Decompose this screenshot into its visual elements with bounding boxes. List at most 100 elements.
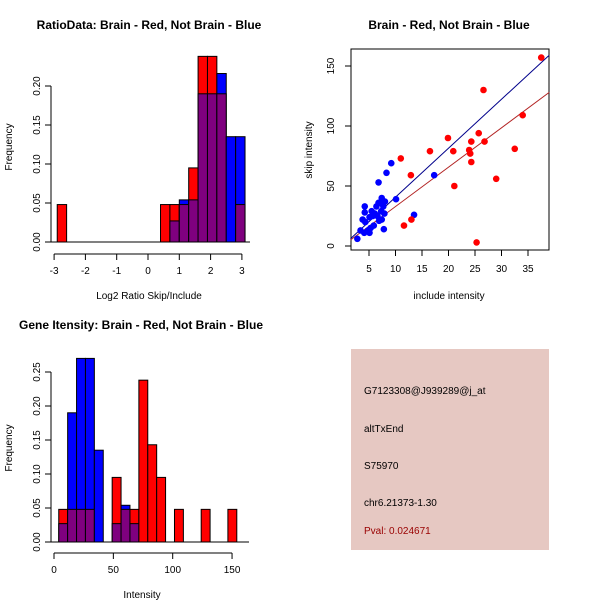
scatter-point-brain	[407, 171, 415, 179]
scatter-point-brain	[481, 138, 488, 145]
ratio-histogram-bar-overlap	[216, 93, 227, 243]
ratio-histogram-bar-brain	[160, 204, 171, 243]
scatter-x-tick-label: 20	[443, 264, 455, 275]
intensity-histogram-y-tick-label: 0.05	[32, 498, 43, 518]
intensity-histogram-title: Gene Itensity: Brain - Red, Not Brain - …	[19, 318, 263, 332]
intensity-histogram-bar-overlap	[76, 508, 86, 543]
scatter-point-brain	[408, 216, 415, 223]
scatter-y-tick-label: 100	[326, 117, 337, 134]
scatter-point-brain	[492, 175, 500, 183]
ratio-histogram-bar-brain	[56, 204, 68, 243]
scatter-point-not-brain	[366, 229, 373, 237]
scatter-x-tick-label: 35	[522, 264, 534, 275]
intensity-histogram-bar-brain	[156, 476, 167, 543]
scatter-ylabel: skip intensity	[304, 121, 315, 178]
scatter-y-tick-label: 150	[326, 57, 337, 74]
scatter-point-brain	[467, 158, 475, 166]
scatter-x-tick-label: 25	[469, 264, 481, 275]
ratio-histogram-x-tick-label: -2	[81, 266, 90, 277]
scatter-point-not-brain	[378, 216, 386, 223]
ratio-histogram-x-tick-label: -3	[50, 266, 59, 277]
probe-id: G7123308@J939289@j_at	[364, 386, 486, 397]
ratio-histogram-bar-not-brain	[225, 136, 237, 243]
scatter-point-brain	[475, 129, 483, 137]
ratio-histogram-bar-overlap	[169, 220, 180, 243]
scatter-point-not-brain	[392, 195, 400, 203]
scatter-point-brain	[444, 134, 452, 142]
intensity-histogram-bar-overlap	[84, 508, 95, 543]
genomic-location: chr6.21373-1.30	[364, 498, 437, 509]
scatter-y-tick-label: 50	[326, 180, 337, 192]
accession: S75970	[364, 461, 399, 472]
scatter-x-tick-label: 30	[496, 264, 508, 275]
intensity-histogram-ylabel: Frequency	[4, 424, 15, 471]
ratio-histogram-bar-overlap	[178, 204, 190, 243]
ratio-histogram-y-tick-label: 0.05	[32, 193, 43, 213]
ratio-histogram-y-tick-label: 0.10	[32, 154, 43, 174]
ratio-histogram-y-tick-label: 0.00	[32, 232, 43, 252]
ratio-histogram-bar-overlap	[235, 204, 246, 243]
scatter-point-not-brain	[380, 225, 388, 233]
intensity-histogram-y-tick-label: 0.15	[32, 430, 43, 450]
scatter-x-tick-label: 10	[390, 264, 402, 275]
scatter-point-not-brain	[354, 235, 361, 243]
ratio-histogram-x-tick-label: -1	[112, 266, 121, 277]
scatter-plot-box	[350, 48, 550, 251]
scatter-y-tick-label: 0	[326, 243, 337, 249]
scatter-point-not-brain	[361, 218, 369, 226]
intensity-histogram-x-tick-label: 100	[164, 565, 181, 576]
scatter-point-not-brain	[387, 159, 395, 167]
probe-info-panel: G7123308@J939289@j_at altTxEnd S75970 ch…	[351, 349, 549, 550]
intensity-histogram-bar-overlap	[111, 523, 122, 543]
scatter-x-tick-label: 15	[416, 264, 428, 275]
ratio-histogram-bar-overlap	[206, 93, 218, 243]
intensity-histogram-bar-overlap	[120, 508, 131, 543]
ratio-histogram-bar-overlap	[197, 93, 208, 243]
ratio-histogram-ylabel: Frequency	[4, 123, 15, 170]
p-value: Pval: 0.024671	[364, 526, 431, 537]
scatter-point-brain	[397, 155, 405, 162]
ratio-histogram-x-tick-label: 0	[145, 266, 151, 277]
ratio-histogram-x-tick-label: 1	[177, 266, 183, 277]
intensity-histogram-bar-brain	[200, 508, 211, 543]
intensity-histogram-bar-brain	[227, 508, 238, 543]
intensity-histogram-x-tick-label: 150	[224, 565, 241, 576]
ratio-histogram-xlabel: Log2 Ratio Skip/Include	[96, 291, 202, 302]
intensity-histogram-panel: Gene Itensity: Brain - Red, Not Brain - …	[4, 318, 263, 600]
scatter-point-not-brain	[375, 179, 382, 186]
ratio-histogram-title: RatioData: Brain - Red, Not Brain - Blue	[37, 18, 262, 32]
scatter-point-not-brain	[383, 169, 390, 177]
intensity-histogram-bar-brain	[147, 444, 158, 543]
ratio-histogram-x-tick-label: 2	[208, 266, 214, 277]
scatter-xlabel: include intensity	[413, 291, 484, 302]
intensity-histogram-bar-brain	[173, 508, 184, 543]
intensity-histogram-x-tick-label: 50	[108, 565, 120, 576]
intensity-histogram-y-tick-label: 0.20	[32, 396, 43, 416]
intensity-histogram-y-tick-label: 0.10	[32, 464, 43, 484]
intensity-histogram-y-tick-label: 0.25	[32, 362, 43, 382]
intensity-histogram-x-tick-label: 0	[51, 565, 57, 576]
intensity-histogram-bar-not-brain	[93, 449, 104, 543]
intensity-histogram-xlabel: Intensity	[123, 590, 160, 600]
event-type: altTxEnd	[364, 424, 404, 435]
intensity-histogram-bar-overlap	[67, 508, 78, 543]
scatter-panel: Brain - Red, Not Brain - Blue include in…	[304, 18, 550, 302]
scatter-x-tick-label: 5	[366, 264, 372, 275]
scatter-point-brain	[466, 150, 474, 157]
ratio-histogram-panel: RatioData: Brain - Red, Not Brain - Blue…	[4, 18, 262, 302]
scatter-point-not-brain	[381, 210, 388, 217]
scatter-title: Brain - Red, Not Brain - Blue	[368, 18, 530, 32]
ratio-histogram-y-tick-label: 0.15	[32, 115, 43, 135]
scatter-point-not-brain	[361, 203, 369, 210]
scatter-point-brain	[537, 54, 545, 61]
ratio-histogram-y-tick-label: 0.20	[32, 76, 43, 96]
scatter-point-not-brain	[373, 203, 380, 210]
scatter-point-not-brain	[430, 171, 438, 179]
scatter-point-not-brain	[360, 229, 368, 237]
scatter-point-brain	[473, 239, 480, 246]
scatter-point-brain	[467, 138, 475, 145]
intensity-histogram-bar-overlap	[58, 523, 69, 543]
scatter-point-brain	[511, 145, 519, 153]
scatter-point-brain	[426, 147, 434, 155]
